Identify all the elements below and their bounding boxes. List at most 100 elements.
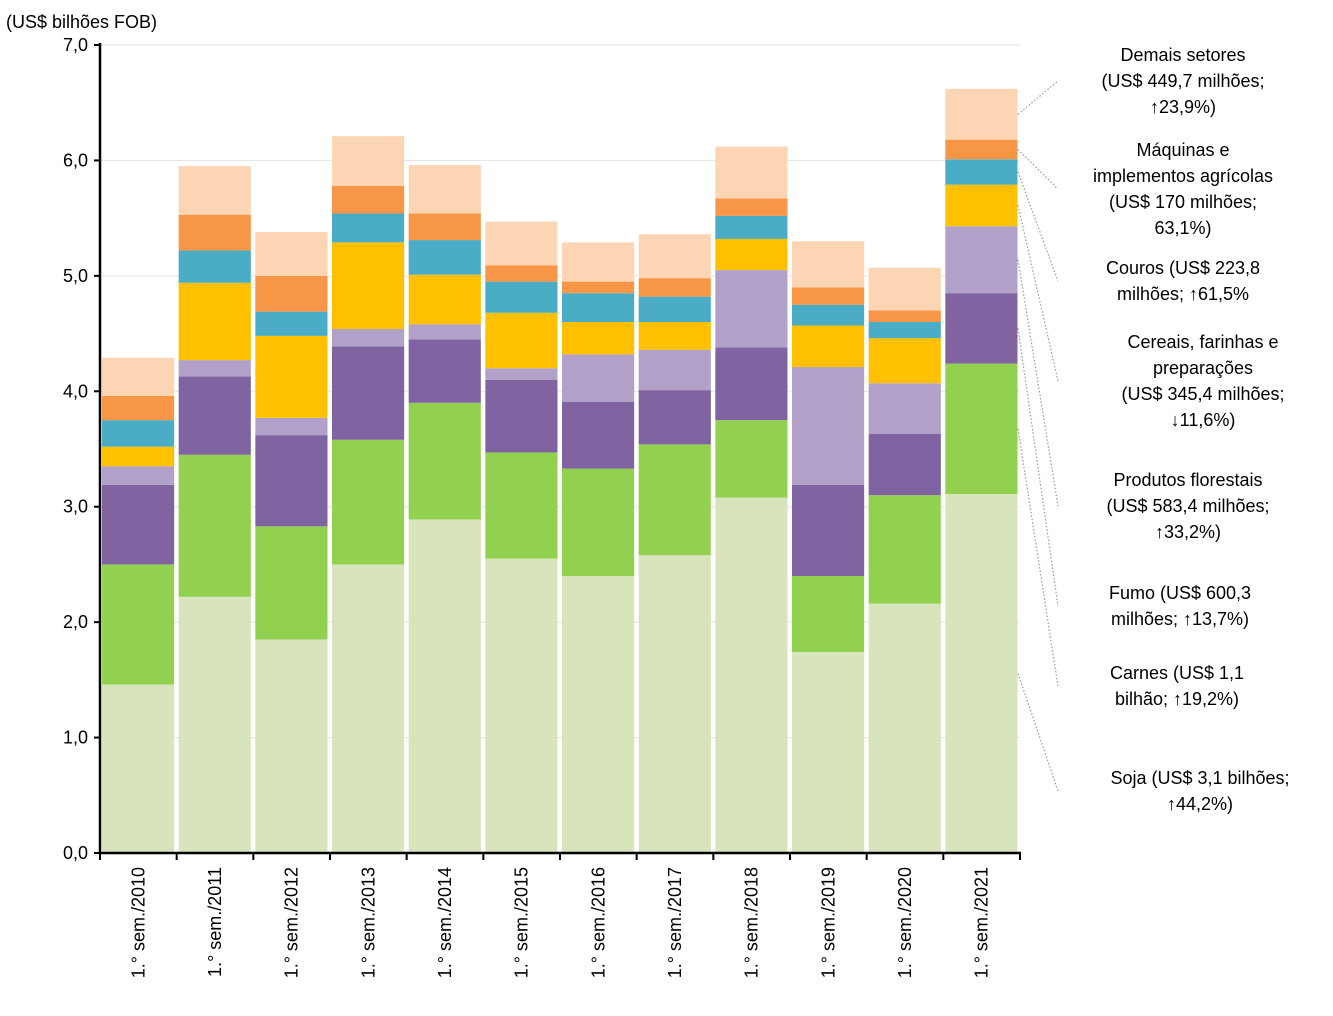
bar-segment	[408, 165, 481, 214]
bar-segment	[792, 575, 865, 653]
bar-segment	[178, 166, 251, 215]
bar-segment	[868, 383, 941, 434]
legend-entry: Couros (US$ 223,8 milhões; ↑61,5%	[1105, 258, 1261, 304]
leader-line	[1017, 171, 1059, 282]
bar-segment	[638, 322, 711, 350]
bar-segment	[715, 215, 788, 239]
bar-segment	[715, 347, 788, 421]
bar-segment	[792, 325, 865, 368]
bar-segment	[102, 420, 175, 447]
legend-entry: Demais setores (US$ 449,7 milhões; ↑23,9…	[1101, 45, 1265, 117]
bar-segment	[638, 349, 711, 391]
bar-segment	[332, 136, 405, 186]
bar-segment	[562, 293, 635, 323]
bar-segment	[408, 339, 481, 403]
bar-segment	[102, 446, 175, 467]
bar-segment	[255, 311, 328, 336]
y-tick-label: 2,0	[63, 612, 88, 632]
bar-segment	[868, 310, 941, 323]
bar-segment	[638, 444, 711, 556]
x-tick-label: 1.° sem./2012	[282, 867, 302, 978]
bar-segment	[178, 376, 251, 455]
bar-segment	[485, 281, 558, 313]
bar-segment	[945, 139, 1018, 160]
bar-segment	[945, 159, 1018, 185]
bar-segment	[868, 267, 941, 311]
bar-segment	[715, 198, 788, 216]
bar-segment	[792, 241, 865, 288]
bar-segment	[945, 184, 1018, 227]
bar-segment	[485, 558, 558, 853]
leader-line	[1017, 428, 1059, 687]
bar-segment	[178, 250, 251, 283]
bar-segment	[408, 240, 481, 275]
bar-segment	[485, 221, 558, 266]
bar-segment	[332, 242, 405, 329]
bar-segment	[332, 439, 405, 565]
bar-segment	[638, 278, 711, 297]
bar-segment	[945, 363, 1018, 495]
bar-segment	[485, 265, 558, 282]
bar-segment	[715, 420, 788, 498]
y-tick-label: 6,0	[63, 150, 88, 170]
legend-entry: Produtos florestais (US$ 583,4 milhões; …	[1106, 470, 1270, 542]
bar-segment	[255, 435, 328, 527]
bar-segment	[332, 328, 405, 347]
bar-segment	[638, 555, 711, 853]
bar-segment	[868, 603, 941, 853]
x-tick-label: 1.° sem./2013	[358, 867, 378, 978]
y-tick-label: 7,0	[63, 35, 88, 55]
bar-segment	[638, 296, 711, 323]
y-tick-label: 1,0	[63, 728, 88, 748]
bar-segment	[792, 484, 865, 576]
bar-segment	[638, 390, 711, 445]
x-tick-label: 1.° sem./2011	[205, 867, 225, 977]
bar-segment	[868, 495, 941, 604]
leader-line	[1017, 328, 1059, 607]
bar-segment	[408, 213, 481, 241]
bar-segment	[715, 146, 788, 199]
leader-line	[1017, 205, 1059, 382]
bar-segment	[715, 238, 788, 271]
bar-segment	[562, 468, 635, 576]
legend-entry: Fumo (US$ 600,3 milhões; ↑13,7%)	[1108, 583, 1252, 629]
bar-segment	[102, 357, 175, 396]
bar-segment	[715, 270, 788, 348]
bar-segment	[102, 564, 175, 685]
x-tick-label: 1.° sem./2020	[895, 867, 915, 978]
bar-segment	[792, 652, 865, 853]
y-tick-label: 5,0	[63, 266, 88, 286]
bar-segment	[792, 287, 865, 305]
bar-segment	[178, 596, 251, 853]
x-tick-label: 1.° sem./2016	[588, 867, 608, 978]
bar-segment	[255, 526, 328, 640]
bar-segment	[945, 88, 1018, 140]
bar-segment	[255, 639, 328, 853]
bar-segment	[562, 281, 635, 294]
bar-segment	[102, 484, 175, 565]
leader-line	[1017, 259, 1059, 507]
bar-segment	[562, 322, 635, 355]
bar-segment	[945, 226, 1018, 294]
bar-segment	[562, 575, 635, 853]
bar-segment	[255, 275, 328, 312]
bar-segment	[562, 354, 635, 402]
bar-segment	[332, 564, 405, 853]
x-tick-label: 1.° sem./2014	[435, 867, 455, 978]
bar-segment	[945, 293, 1018, 364]
legend-entry: Máquinas e implementos agrícolas (US$ 17…	[1092, 140, 1274, 238]
y-tick-label: 0,0	[63, 843, 88, 863]
bar-segment	[715, 497, 788, 853]
legend-entry: Cereais, farinhas e preparações (US$ 345…	[1121, 332, 1285, 430]
bar-segment	[255, 335, 328, 418]
bar-segment	[562, 242, 635, 282]
bar-segment	[102, 466, 175, 485]
bar-segment	[408, 519, 481, 853]
bar-segment	[408, 402, 481, 520]
leader-line	[1017, 80, 1059, 115]
bar-segment	[868, 338, 941, 384]
leader-line	[1017, 149, 1059, 190]
bar-segment	[255, 417, 328, 436]
bar-segment	[485, 379, 558, 453]
